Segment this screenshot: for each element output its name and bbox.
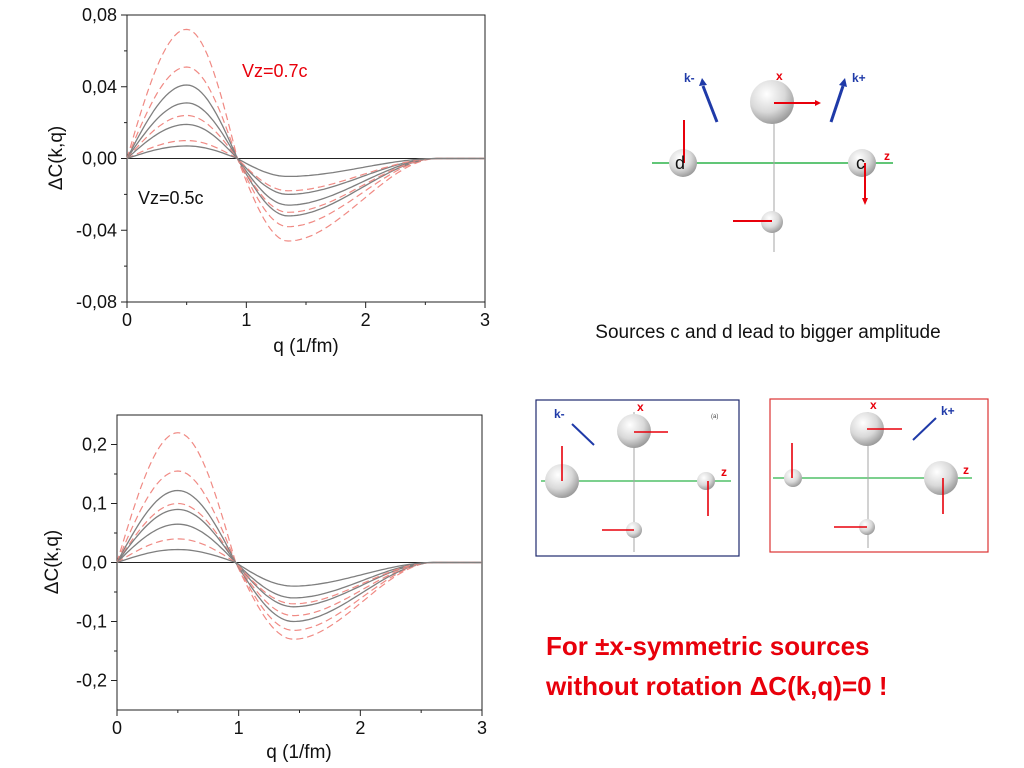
series-group xyxy=(126,28,485,242)
x-tick-label: 0 xyxy=(122,310,132,330)
source-label-d: d xyxy=(675,153,685,173)
k-plus-arrow xyxy=(912,417,937,441)
arrowhead xyxy=(839,78,847,87)
x-tick-labels: 0 1 2 3 xyxy=(122,310,490,330)
conclusion-statement: For ±x-symmetric sources without rotatio… xyxy=(546,626,1016,706)
k-minus-label: k- xyxy=(684,71,695,85)
z-axis-letter: z xyxy=(884,149,890,163)
k-minus-arrow xyxy=(701,85,719,123)
x-tick-label: 2 xyxy=(355,718,365,738)
y-tick-label: -0,08 xyxy=(76,292,117,312)
y-tick-label: 0,1 xyxy=(82,494,107,514)
source-label-c: c xyxy=(856,153,865,173)
x-tick-labels: 0 1 2 3 xyxy=(112,718,487,738)
x-axis-label: q (1/fm) xyxy=(266,742,331,763)
x-axis-letter: x xyxy=(776,69,783,83)
y-tick-label: -0,1 xyxy=(76,612,107,632)
x-tick-label: 1 xyxy=(234,718,244,738)
caption: Sources c and d lead to bigger amplitude xyxy=(595,322,941,343)
y-tick-label: 0,00 xyxy=(82,149,117,169)
series-line-6 xyxy=(116,538,482,605)
arrowhead xyxy=(699,78,707,86)
series-line-0 xyxy=(116,432,482,640)
source-sphere xyxy=(924,461,958,495)
k-plus-label: k+ xyxy=(852,71,866,85)
arrowhead xyxy=(815,100,821,106)
series-group xyxy=(116,432,482,640)
z-axis-letter: z xyxy=(721,465,727,479)
series-line-7 xyxy=(116,548,482,587)
chart-bottom: -0,2 -0,1 0,0 0,1 0,2 0 1 2 3 q (1/fm) ΔC(k,q) xyxy=(42,414,487,763)
source-diagram-top: k- k+ x z d c xyxy=(652,69,893,252)
series-line-6 xyxy=(126,140,485,192)
series-line-7 xyxy=(126,145,485,178)
y-tick-label: 0,2 xyxy=(82,435,107,455)
x-tick-label: 3 xyxy=(480,310,490,330)
source-sphere xyxy=(784,469,802,487)
tick-marks xyxy=(111,444,483,716)
k-minus-label: k- xyxy=(554,407,565,421)
statement-line-1: For ±x-symmetric sources xyxy=(546,631,870,661)
x-axis-letter: x xyxy=(870,398,877,412)
panel-tag: (a) xyxy=(711,414,718,420)
y-tick-label: -0,04 xyxy=(76,220,117,240)
source-sphere xyxy=(617,414,651,448)
source-sphere-top xyxy=(750,80,794,124)
x-axis-label: q (1/fm) xyxy=(273,336,338,357)
source-sphere-c xyxy=(848,149,876,177)
x-tick-label: 1 xyxy=(241,310,251,330)
y-tick-label: 0,04 xyxy=(82,77,117,97)
z-axis-letter: z xyxy=(963,463,969,477)
k-plus-arrow xyxy=(829,85,845,123)
statement-line-2: without rotation ΔC(k,q)=0 ! xyxy=(546,671,888,701)
y-tick-labels: -0,2 -0,1 0,0 0,1 0,2 xyxy=(76,435,107,691)
y-axis-label: ΔC(k,q) xyxy=(46,126,67,190)
tick-marks xyxy=(121,14,486,308)
x-axis-letter: x xyxy=(637,400,644,414)
series-line-5 xyxy=(116,523,482,599)
y-tick-labels: -0,08 -0,04 0,00 0,04 0,08 xyxy=(76,5,117,312)
y-tick-label: 0,08 xyxy=(82,5,117,25)
source-diagram-rotating: k+ x z xyxy=(769,398,989,553)
x-tick-label: 2 xyxy=(361,310,371,330)
x-tick-label: 3 xyxy=(477,718,487,738)
y-tick-label: -0,2 xyxy=(76,671,107,691)
annotation-vz-07: Vz=0.7c xyxy=(242,61,308,81)
y-axis-label: ΔC(k,q) xyxy=(42,530,63,594)
source-sphere xyxy=(697,472,715,490)
annotation-vz-05: Vz=0.5c xyxy=(138,188,204,208)
arrowhead xyxy=(862,198,868,205)
k-minus-arrow xyxy=(571,423,595,446)
x-tick-label: 0 xyxy=(112,718,122,738)
series-line-3 xyxy=(116,502,482,617)
k-plus-label: k+ xyxy=(941,404,955,418)
chart-top: -0,08 -0,04 0,00 0,04 0,08 0 1 2 3 q (1/fm) ΔC(… xyxy=(46,5,490,357)
source-diagram-symmetric: k- x z (a) xyxy=(535,399,740,557)
y-tick-label: 0,0 xyxy=(82,553,107,573)
